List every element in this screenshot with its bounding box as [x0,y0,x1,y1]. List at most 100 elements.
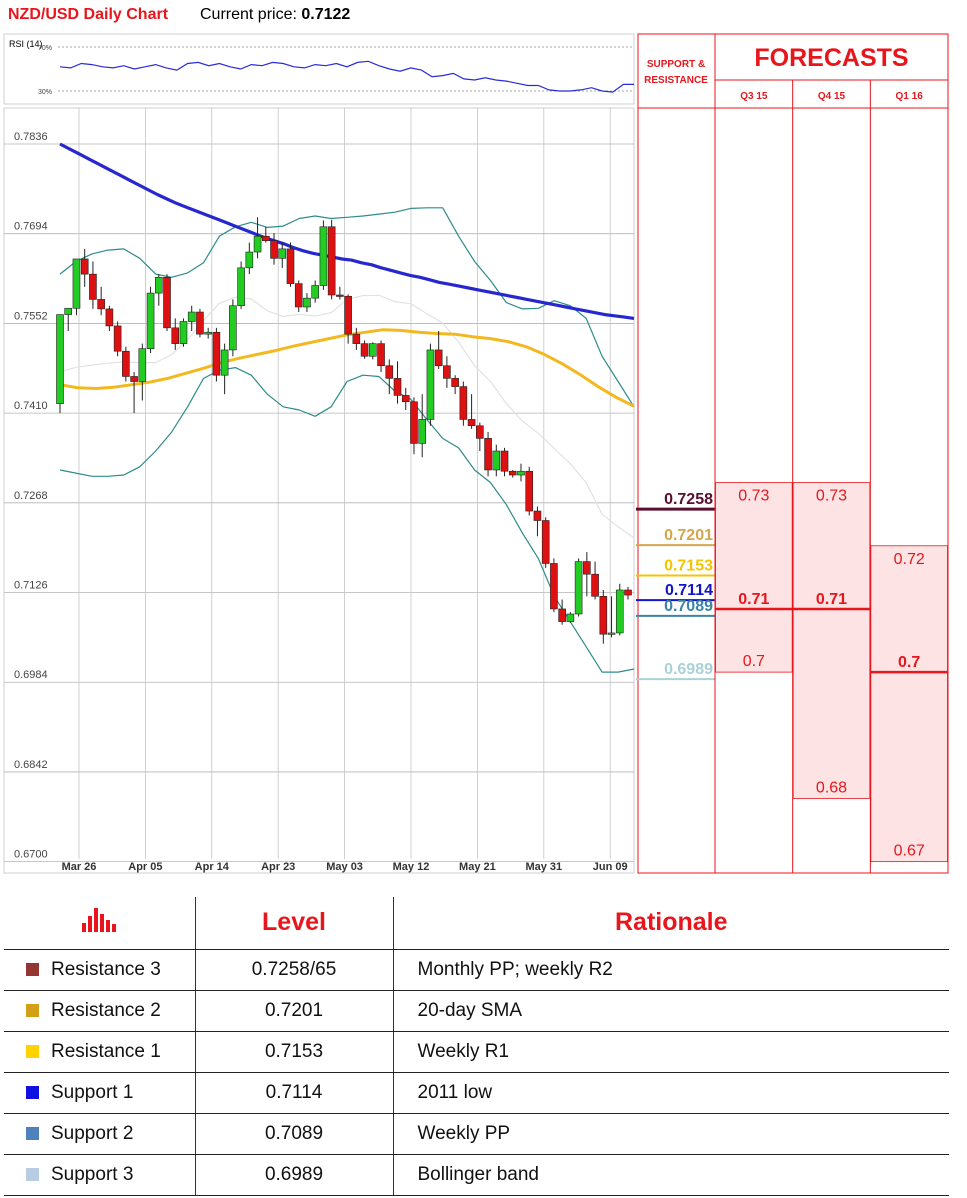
y-tick-label: 0.7410 [14,400,48,412]
bollinger-upper-line [59,207,635,408]
level-value: 0.7089 [194,1113,393,1155]
bollinger-lower-line [59,367,635,673]
candle-body [591,573,599,597]
candle-body [89,273,97,300]
sr-label-line2: RESISTANCE [644,75,708,86]
candle-body [500,450,509,472]
rsi-panel [3,33,635,105]
candle-body [566,613,575,622]
level-value: 0.7114 [194,1072,393,1114]
y-tick-label: 0.6700 [14,849,48,861]
forecast-column-header: Q4 15 [818,91,846,102]
forecast-low-label: 0.68 [816,779,847,796]
forecast-low-label: 0.67 [894,843,925,860]
candle-body [484,438,492,471]
level-color-swatch [26,1044,39,1058]
level-name-cell: Support 1 [4,1072,195,1114]
rsi-reference-label: 30% [38,89,52,96]
candle-body [492,450,501,471]
x-tick-label: May 31 [525,861,562,873]
forecast-mean-label: 0.7 [898,654,920,671]
candle-body [508,470,517,476]
sr-level-label: 0.7089 [664,598,713,615]
level-color-swatch [26,1126,39,1140]
candle-body [476,425,484,439]
y-tick-label: 0.7836 [14,131,48,143]
level-name-cell: Support 3 [4,1154,195,1196]
candle-body [574,561,583,615]
candle-body [517,470,525,476]
candle-body [204,331,212,335]
candle-body [105,308,114,327]
candle-body [179,321,188,344]
candle-body [138,348,147,382]
level-column-header: Level [194,897,393,950]
main-plot-area [3,107,635,874]
sr-level-label: 0.7201 [664,527,713,544]
level-value: 0.7201 [194,990,393,1032]
y-tick-label: 0.6842 [14,759,48,771]
table-row: Support 1 0.7114 2011 low [4,1072,949,1114]
candle-body [64,307,73,315]
sr-level-label: 0.7114 [665,582,713,599]
candle-body [245,251,254,269]
candle-body [533,510,542,521]
chart-svg: RSI (14)70% 30% 0.7836 0.7694 0.7552 0.7410 0.… [3,33,949,874]
table-row: Support 2 0.7089 Weekly PP [4,1113,949,1155]
candle-body [303,297,311,308]
y-tick-label: 0.7552 [14,310,48,322]
current-price-label: Current price: [200,6,297,23]
candle-body [418,419,427,444]
forecast-range-box [715,482,793,673]
candle-body [97,299,105,310]
candle-body [360,343,369,357]
chart-title: NZD/USD Daily Chart [8,6,169,23]
level-name-cell: Resistance 2 [4,990,195,1032]
x-tick-label: May 12 [393,861,430,873]
candle-body [352,333,361,344]
x-tick-label: Apr 14 [195,861,230,873]
candle-body [270,240,278,259]
candle-body [146,292,155,349]
bar-chart-icon [4,897,195,950]
forecast-range-box [792,482,871,799]
level-rationale: Monthly PP; weekly R2 [392,949,949,991]
candle-body [229,305,237,351]
candle-body [56,314,64,404]
level-value: 0.7258/65 [194,949,393,991]
candle-body [122,350,130,377]
current-price-value: 0.7122 [301,6,351,23]
x-tick-label: May 03 [326,861,363,873]
y-tick-label: 0.6984 [14,669,48,681]
candle-body [154,276,163,294]
candle-body [187,311,196,322]
candle-body [467,419,476,427]
levels-table: Level Rationale Resistance 3 0.7258/65 Mon… [4,897,949,1196]
candle-body [624,589,632,596]
candle-body [410,401,418,444]
level-rationale: Weekly R1 [392,1031,949,1073]
candle-body [311,285,319,299]
candle-body [550,563,558,610]
candle-body [286,248,295,284]
candle-body [212,331,221,376]
y-tick-label: 0.7694 [14,221,48,233]
rationale-column-header: Rationale [392,897,949,950]
level-rationale: 20-day SMA [392,990,949,1032]
moving-average-blue-line [59,142,635,320]
moving-average-yellow-line [59,328,635,408]
candle-body [607,632,616,635]
x-tick-label: Apr 05 [128,861,162,873]
candle-body [558,608,566,622]
level-color-swatch [26,1003,39,1017]
levels-table-header: Level Rationale [4,897,949,950]
x-tick-label: Apr 23 [261,861,295,873]
candle-body [599,596,608,635]
forecast-high-label: 0.73 [816,488,847,505]
candle-body [344,295,352,335]
candle-body [319,226,328,286]
level-rationale: Bollinger band [392,1154,949,1196]
candle-body [261,235,270,241]
forecast-mean-label: 0.71 [738,591,769,608]
candle-body [434,349,443,367]
